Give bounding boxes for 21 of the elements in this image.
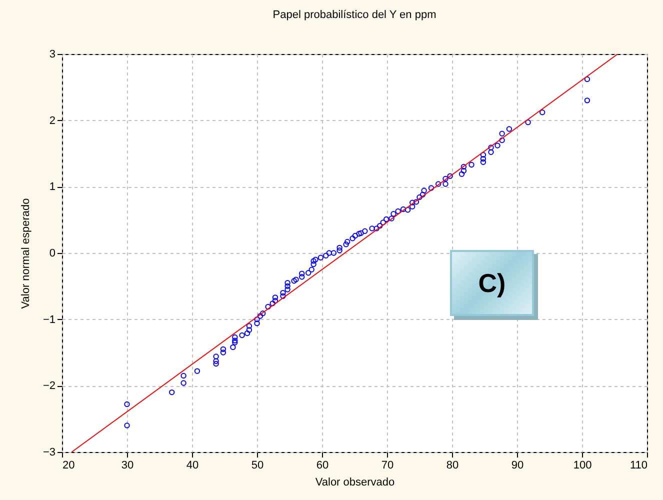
x-tick-label: 110 bbox=[630, 460, 648, 472]
x-tick-label: 100 bbox=[573, 460, 592, 472]
y-tick-label: 0 bbox=[49, 248, 56, 260]
x-tick-label: 40 bbox=[186, 460, 199, 472]
y-tick-label: −2 bbox=[42, 380, 56, 392]
chart-title: Papel probabilístico del Y en ppm bbox=[272, 9, 436, 21]
y-tick-label: −1 bbox=[42, 314, 56, 326]
x-tick-label: 50 bbox=[251, 460, 264, 472]
x-tick-label: 80 bbox=[446, 460, 459, 472]
y-tick-label: 3 bbox=[49, 48, 56, 60]
y-tick-label: 1 bbox=[49, 181, 56, 194]
x-tick-label: 60 bbox=[316, 460, 329, 472]
x-tick-label: 20 bbox=[62, 460, 75, 472]
x-axis-title: Valor observado bbox=[315, 476, 395, 488]
x-tick-label: 70 bbox=[381, 460, 394, 472]
y-tick-label: −3 bbox=[42, 446, 56, 458]
annotation: C) bbox=[450, 250, 534, 316]
y-axis-title: Valor normal esperado bbox=[20, 198, 32, 309]
x-tick-label: 30 bbox=[121, 460, 134, 472]
y-tick-label: 2 bbox=[49, 114, 56, 127]
x-tick-label: 90 bbox=[511, 460, 524, 472]
